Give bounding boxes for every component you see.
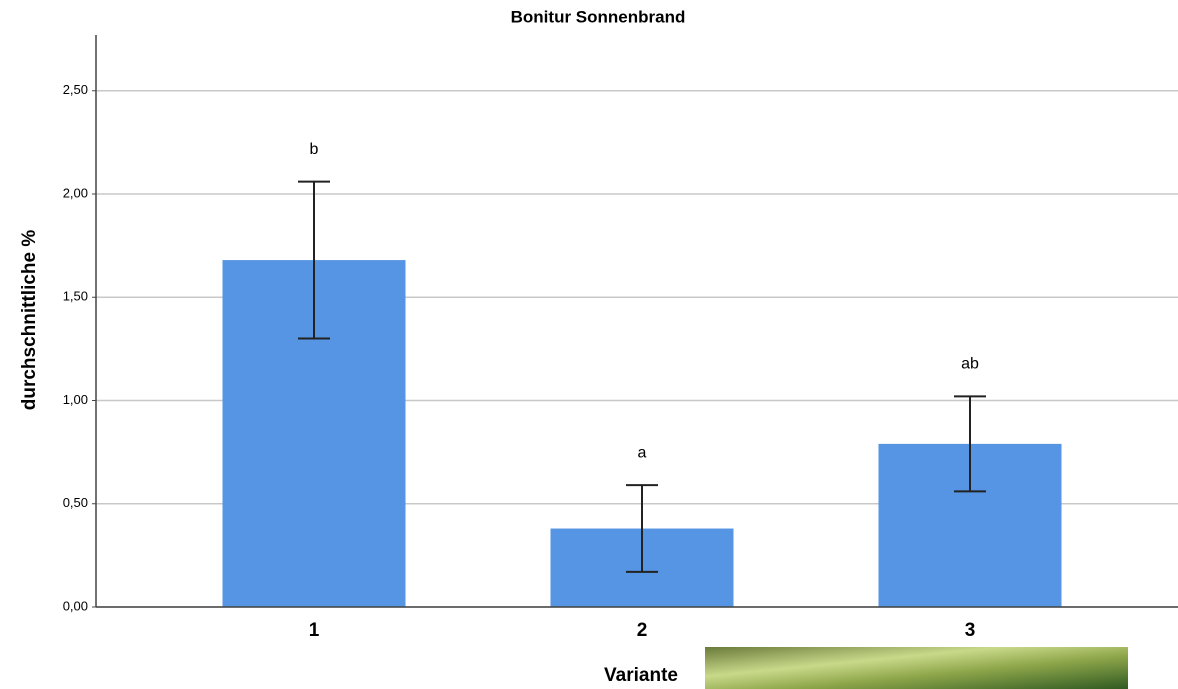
photo-fragment: [705, 647, 1128, 689]
significance-letter: a: [638, 444, 647, 461]
chart: Bonitur Sonnenbrand durchschnittliche % …: [0, 0, 1178, 689]
plot-area: 0,00 0,50 1,00 1,50 2,00 2,50 1 b 2 a 3 ab: [63, 35, 1178, 641]
significance-letter: ab: [961, 356, 979, 373]
y-tick-label: 2,50: [63, 82, 88, 97]
y-axis-label: durchschnittliche %: [19, 230, 40, 411]
significance-letter: b: [310, 141, 319, 158]
y-tick-label: 2,00: [63, 185, 88, 200]
y-tick-label: 1,00: [63, 392, 88, 407]
x-axis-label: Variante: [604, 665, 678, 686]
y-tick-label: 1,50: [63, 289, 88, 304]
x-tick-label: 2: [637, 620, 648, 641]
chart-title: Bonitur Sonnenbrand: [511, 7, 686, 26]
x-tick-label: 1: [309, 620, 320, 641]
y-tick-label: 0,50: [63, 495, 88, 510]
x-tick-label: 3: [965, 620, 976, 641]
y-tick-label: 0,00: [63, 598, 88, 613]
